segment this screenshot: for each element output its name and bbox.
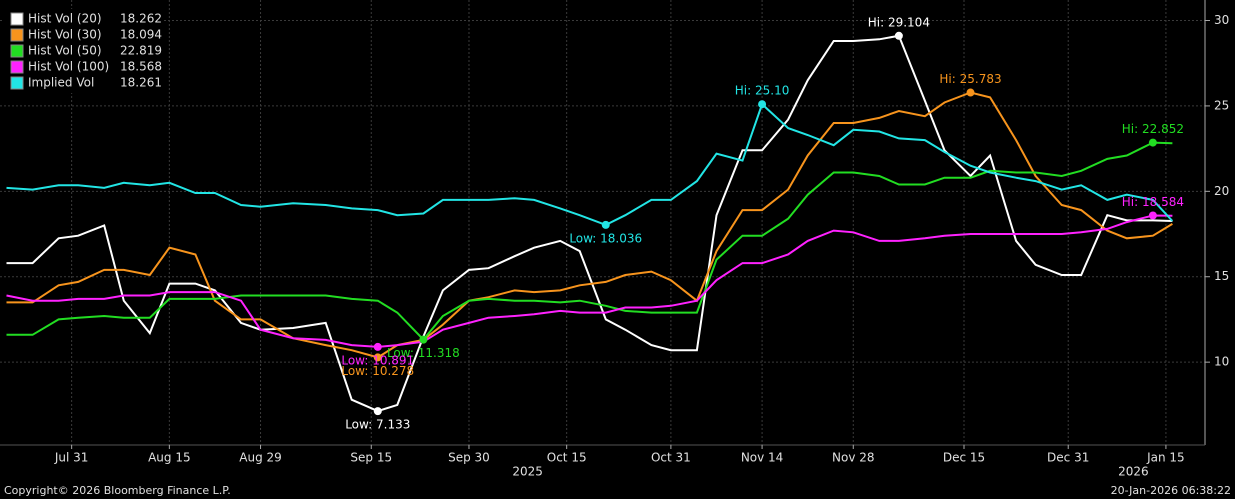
x-tick-label: Dec 31 xyxy=(1047,451,1089,465)
x-tick-label: Jan 15 xyxy=(1146,451,1185,465)
legend-swatch xyxy=(10,44,24,58)
extreme-label: Low: 7.133 xyxy=(345,418,410,432)
y-tick-label: 20 xyxy=(1214,184,1229,198)
x-tick-label: Aug 29 xyxy=(239,451,282,465)
x-tick-label: Oct 15 xyxy=(547,451,587,465)
y-tick-label: 30 xyxy=(1214,13,1229,27)
legend-label: Implied Vol xyxy=(28,76,94,90)
legend-swatch xyxy=(10,28,24,42)
legend-value: 18.568 xyxy=(120,60,162,74)
series-line xyxy=(6,34,1173,413)
x-tick-label: Dec 15 xyxy=(943,451,985,465)
footer-left: Copyright© 2026 Bloomberg Finance L.P. xyxy=(4,484,231,497)
y-tick-label: 15 xyxy=(1214,269,1229,283)
extreme-point xyxy=(894,31,903,40)
legend-box xyxy=(4,9,164,93)
x-tick-label: Oct 31 xyxy=(651,451,691,465)
series-line xyxy=(6,91,1173,359)
extreme-label: Low: 18.036 xyxy=(569,231,642,245)
extreme-label: Low: 11.318 xyxy=(387,346,460,360)
legend-label: Hist Vol (50) xyxy=(28,44,102,58)
legend-value: 18.262 xyxy=(120,12,162,26)
legend: Hist Vol (20) 18.262 Hist Vol (30) 18.094 Hi… xyxy=(4,9,164,93)
extreme-label: Low: 10.891 xyxy=(341,353,414,367)
x-tick-label: Nov 28 xyxy=(832,451,875,465)
x-tick-label: Aug 15 xyxy=(148,451,191,465)
legend-value: 18.261 xyxy=(120,76,162,90)
legend-value: 22.819 xyxy=(120,44,162,58)
y-tick-label: 10 xyxy=(1214,355,1229,369)
x-tick-label: Nov 14 xyxy=(741,451,784,465)
series-line xyxy=(6,141,1173,342)
legend-swatch xyxy=(10,12,24,26)
extreme-point xyxy=(419,335,428,344)
extreme-label: Hi: 22.852 xyxy=(1122,122,1184,136)
footer-right: 20-Jan-2026 06:38:22 xyxy=(1111,484,1231,497)
extreme-point xyxy=(1148,211,1157,220)
legend-label: Hist Vol (20) xyxy=(28,12,102,26)
x-tick-label: Sep 30 xyxy=(448,451,490,465)
x-tick-label: Sep 15 xyxy=(350,451,392,465)
extreme-point xyxy=(966,88,975,97)
legend-swatch xyxy=(10,60,24,74)
extreme-point xyxy=(1148,138,1157,147)
extreme-label: Hi: 25.10 xyxy=(735,84,790,98)
extreme-point xyxy=(373,353,382,362)
extreme-label: Hi: 29.104 xyxy=(868,15,930,29)
extreme-label: Low: 10.278 xyxy=(341,364,414,378)
extreme-point xyxy=(601,220,610,229)
year-label: 2025 xyxy=(512,465,543,479)
legend-label: Hist Vol (30) xyxy=(28,28,102,42)
year-label: 2026 xyxy=(1118,465,1149,479)
extreme-point xyxy=(373,407,382,416)
legend-swatch xyxy=(10,76,24,90)
legend-label: Hist Vol (100) xyxy=(28,60,109,74)
y-tick-label: 25 xyxy=(1214,98,1229,112)
extreme-label: Hi: 25.783 xyxy=(939,72,1001,86)
x-tick-label: Jul 31 xyxy=(54,451,89,465)
series-line xyxy=(6,214,1173,348)
extreme-label: Hi: 18.584 xyxy=(1122,195,1184,209)
extreme-point xyxy=(758,100,767,109)
legend-value: 18.094 xyxy=(120,28,162,42)
extreme-point xyxy=(373,342,382,351)
